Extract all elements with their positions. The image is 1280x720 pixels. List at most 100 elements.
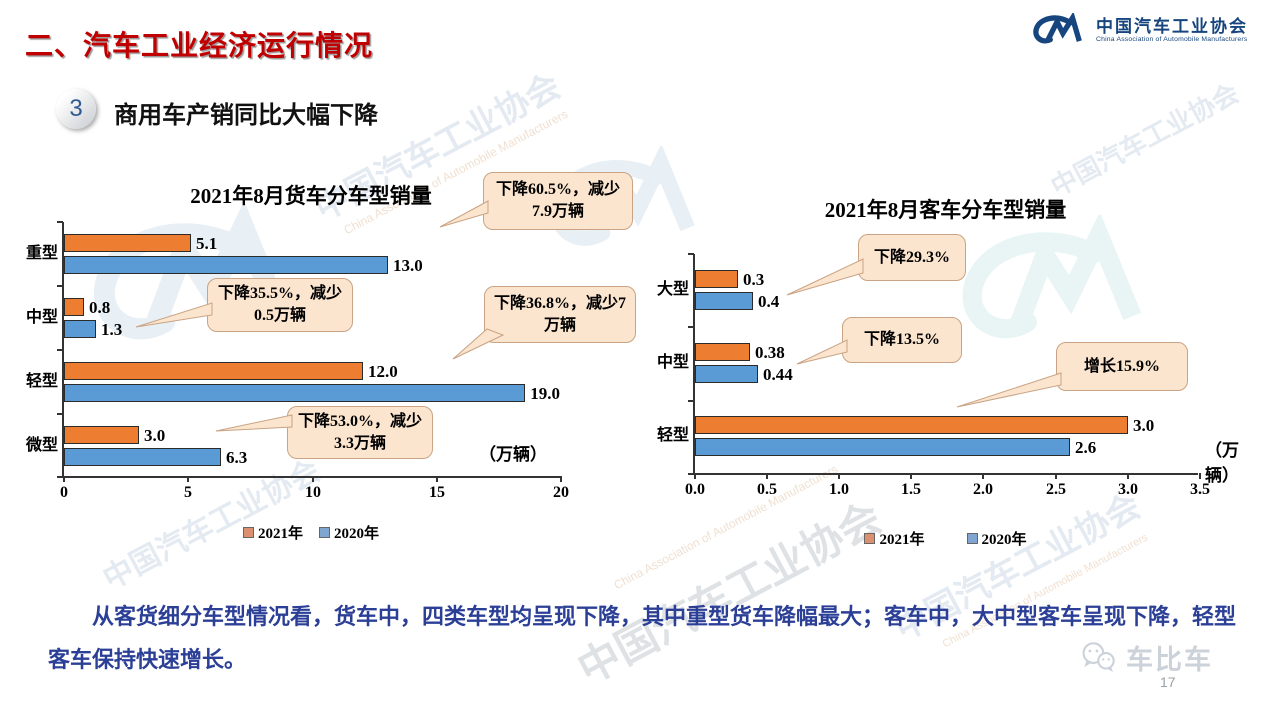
annotation-callout-light-truck: 下降36.8%，减少7万辆 (452, 286, 636, 360)
plot-area: 大型 0.3 0.4 中型 0.38 0.44 轻型 3.0 2.6 (657, 253, 1239, 498)
y-axis-tick (688, 400, 694, 402)
bar-2020 (64, 256, 388, 274)
category-label: 轻型 (25, 373, 58, 390)
bar-2021 (695, 416, 1128, 434)
org-logo: 中国汽车工业协会 China Association of Automobile… (1030, 13, 1248, 47)
y-axis-tick (688, 253, 694, 255)
category-label: 微型 (25, 437, 58, 454)
x-axis-tick (312, 476, 314, 482)
chart-title: 2021年8月货车分车型销量 (190, 184, 432, 208)
annotation-text: 下降35.5%，减少0.5万辆 (217, 285, 342, 324)
bar-2020 (64, 384, 526, 402)
section-number-badge: 3 (56, 89, 96, 129)
annotation-callout-large-bus: 下降29.3% (786, 234, 966, 296)
bar-value: 0.8 (89, 297, 111, 317)
bar-2021 (64, 234, 191, 252)
watermark-text: 中国汽车工业协会 (1045, 77, 1244, 202)
bar-group: 重型 5.1 13.0 (26, 222, 560, 286)
bar-2021 (64, 298, 84, 316)
legend-item-2020: 2020年 (319, 522, 379, 543)
page-title: 二、汽车工业经济运行情况 (25, 30, 374, 61)
annotation-text: 下降53.0%，减少3.3万辆 (297, 412, 422, 452)
x-tick-label: 10 (305, 484, 321, 501)
bar-value: 0.44 (763, 364, 793, 384)
bar-value: 0.3 (743, 269, 765, 289)
summary-text: 从客货细分车型情况看，货车中，四类车型均呈现下降，其中重型货车降幅最大；客车中，… (48, 604, 1237, 672)
legend-item-2021: 2021年 (864, 528, 925, 549)
y-axis-tick (57, 285, 63, 287)
bar-value: 3.0 (1133, 415, 1155, 435)
legend-item-2020: 2020年 (966, 528, 1027, 549)
y-axis-tick (688, 326, 694, 328)
bar-group: 轻型 12.0 19.0 (26, 350, 560, 414)
legend-swatch-2020 (319, 527, 330, 538)
x-tick-label: 0 (60, 484, 68, 501)
annotation-text: 下降13.5% (863, 331, 940, 349)
y-axis-tick (57, 413, 63, 415)
bar-value: 19.0 (530, 383, 560, 403)
bar-2021 (64, 362, 363, 380)
bar-group: 大型 0.3 0.4 (657, 254, 1198, 327)
x-tick-label: 1.5 (901, 481, 921, 498)
bar-value: 1.3 (101, 319, 123, 339)
bar-group: 中型 0.8 1.3 (26, 286, 560, 350)
bar-value: 12.0 (368, 361, 398, 381)
x-tick-label: 20 (553, 484, 569, 501)
x-tick-label: 2.0 (973, 481, 993, 498)
category-label: 大型 (656, 281, 689, 298)
legend-label: 2020年 (334, 526, 380, 542)
org-name-cn: 中国汽车工业协会 (1096, 16, 1248, 36)
cm-logo-icon (1033, 13, 1082, 44)
x-tick-label: 15 (429, 484, 445, 501)
x-axis-tick (187, 476, 189, 482)
bar-value: 0.4 (758, 291, 780, 311)
annotation-text: 下降36.8%，减少7万辆 (493, 294, 626, 334)
bar-value: 3.0 (144, 425, 166, 445)
x-tick-label: 1.0 (829, 481, 849, 498)
x-axis-tick (436, 476, 438, 482)
y-axis-tick (57, 476, 63, 478)
bar-2021 (64, 426, 139, 444)
bar-value: 13.0 (393, 255, 423, 275)
bar-value: 2.6 (1075, 437, 1097, 457)
brand-logo: 车比车 (1078, 638, 1213, 677)
chart-title: 2021年8月客车分车型销量 (824, 198, 1067, 222)
unit-label: （万辆） (1205, 441, 1239, 485)
bar-group: 微型 3.0 6.3 (26, 414, 560, 478)
legend-swatch-2020 (966, 533, 978, 544)
truck-sales-chart: 2021年8月货车分车型销量 重型 5.1 13.0 中型 0.8 1.3 轻 (26, 172, 595, 562)
x-axis-tick (1055, 473, 1057, 479)
page-number: 17 (1160, 674, 1176, 690)
x-axis-tick (1127, 473, 1129, 479)
category-label: 重型 (25, 245, 58, 262)
x-axis-tick (766, 473, 768, 479)
x-tick-label: 5 (184, 484, 192, 501)
legend-swatch-2021 (242, 527, 254, 538)
bar-2020 (695, 292, 753, 310)
legend-label: 2021年 (257, 526, 303, 542)
section-title: 商用车产销同比大幅下降 (114, 102, 378, 129)
bus-sales-chart: 2021年8月客车分车型销量 大型 0.3 0.4 中型 0.38 0.44 轻… (650, 186, 1278, 576)
bar-value: 5.1 (196, 233, 218, 253)
plot-area: 重型 5.1 13.0 中型 0.8 1.3 轻型 12.0 19.0 微型 3… (26, 221, 569, 501)
annotation-callout-medium-bus: 下降13.5% (796, 317, 962, 365)
bar-group: 中型 0.38 0.44 (657, 327, 1198, 400)
annotation-text: 下降60.5%，减少7.9万辆 (495, 181, 620, 220)
x-axis-tick (838, 473, 840, 479)
chart-legend: 2021年 2020年 (693, 528, 1198, 549)
bar-value: 0.38 (755, 342, 785, 362)
category-label: 中型 (656, 354, 689, 371)
x-axis-tick (1199, 473, 1201, 479)
unit-label: （万辆） (479, 445, 547, 464)
x-tick-label: 2.5 (1046, 481, 1066, 498)
annotation-text: 下降29.3% (873, 248, 950, 266)
bar-2020 (695, 438, 1070, 456)
bar-value: 6.3 (226, 447, 248, 467)
x-axis-tick (694, 473, 696, 479)
x-axis-tick (560, 476, 562, 482)
x-tick-label: 3.5 (1190, 481, 1210, 498)
annotation-callout-heavy-truck: 下降60.5%，减少7.9万辆 (439, 172, 633, 230)
legend-label: 2021年 (879, 532, 925, 548)
annotation-text: 增长15.9% (1083, 357, 1160, 375)
